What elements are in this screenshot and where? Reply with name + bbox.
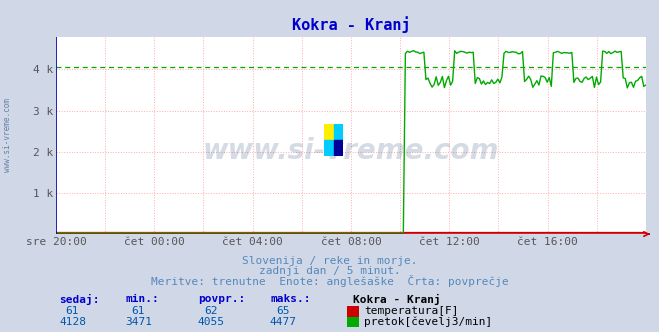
Text: Slovenija / reke in morje.: Slovenija / reke in morje. bbox=[242, 256, 417, 266]
Bar bbox=[324, 140, 333, 156]
Text: povpr.:: povpr.: bbox=[198, 294, 245, 304]
Text: maks.:: maks.: bbox=[270, 294, 310, 304]
Text: 61: 61 bbox=[66, 306, 79, 316]
Text: www.si-vreme.com: www.si-vreme.com bbox=[203, 137, 499, 165]
Bar bbox=[324, 124, 333, 140]
Text: 4055: 4055 bbox=[198, 317, 224, 327]
Bar bbox=[333, 124, 343, 140]
Text: temperatura[F]: temperatura[F] bbox=[364, 306, 459, 316]
Text: 4477: 4477 bbox=[270, 317, 297, 327]
Text: www.si-vreme.com: www.si-vreme.com bbox=[3, 98, 13, 172]
Text: 65: 65 bbox=[277, 306, 290, 316]
Text: min.:: min.: bbox=[125, 294, 159, 304]
Text: 61: 61 bbox=[132, 306, 145, 316]
Text: pretok[čevelj3/min]: pretok[čevelj3/min] bbox=[364, 317, 493, 327]
Text: Meritve: trenutne  Enote: anglešaške  Črta: povprečje: Meritve: trenutne Enote: anglešaške Črta… bbox=[151, 275, 508, 287]
Text: zadnji dan / 5 minut.: zadnji dan / 5 minut. bbox=[258, 266, 401, 276]
Text: sedaj:: sedaj: bbox=[59, 294, 100, 305]
Text: 62: 62 bbox=[204, 306, 217, 316]
Bar bbox=[333, 140, 343, 156]
Text: 3471: 3471 bbox=[125, 317, 152, 327]
Text: Kokra - Kranj: Kokra - Kranj bbox=[353, 294, 440, 305]
Title: Kokra - Kranj: Kokra - Kranj bbox=[291, 16, 411, 33]
Text: 4128: 4128 bbox=[59, 317, 86, 327]
